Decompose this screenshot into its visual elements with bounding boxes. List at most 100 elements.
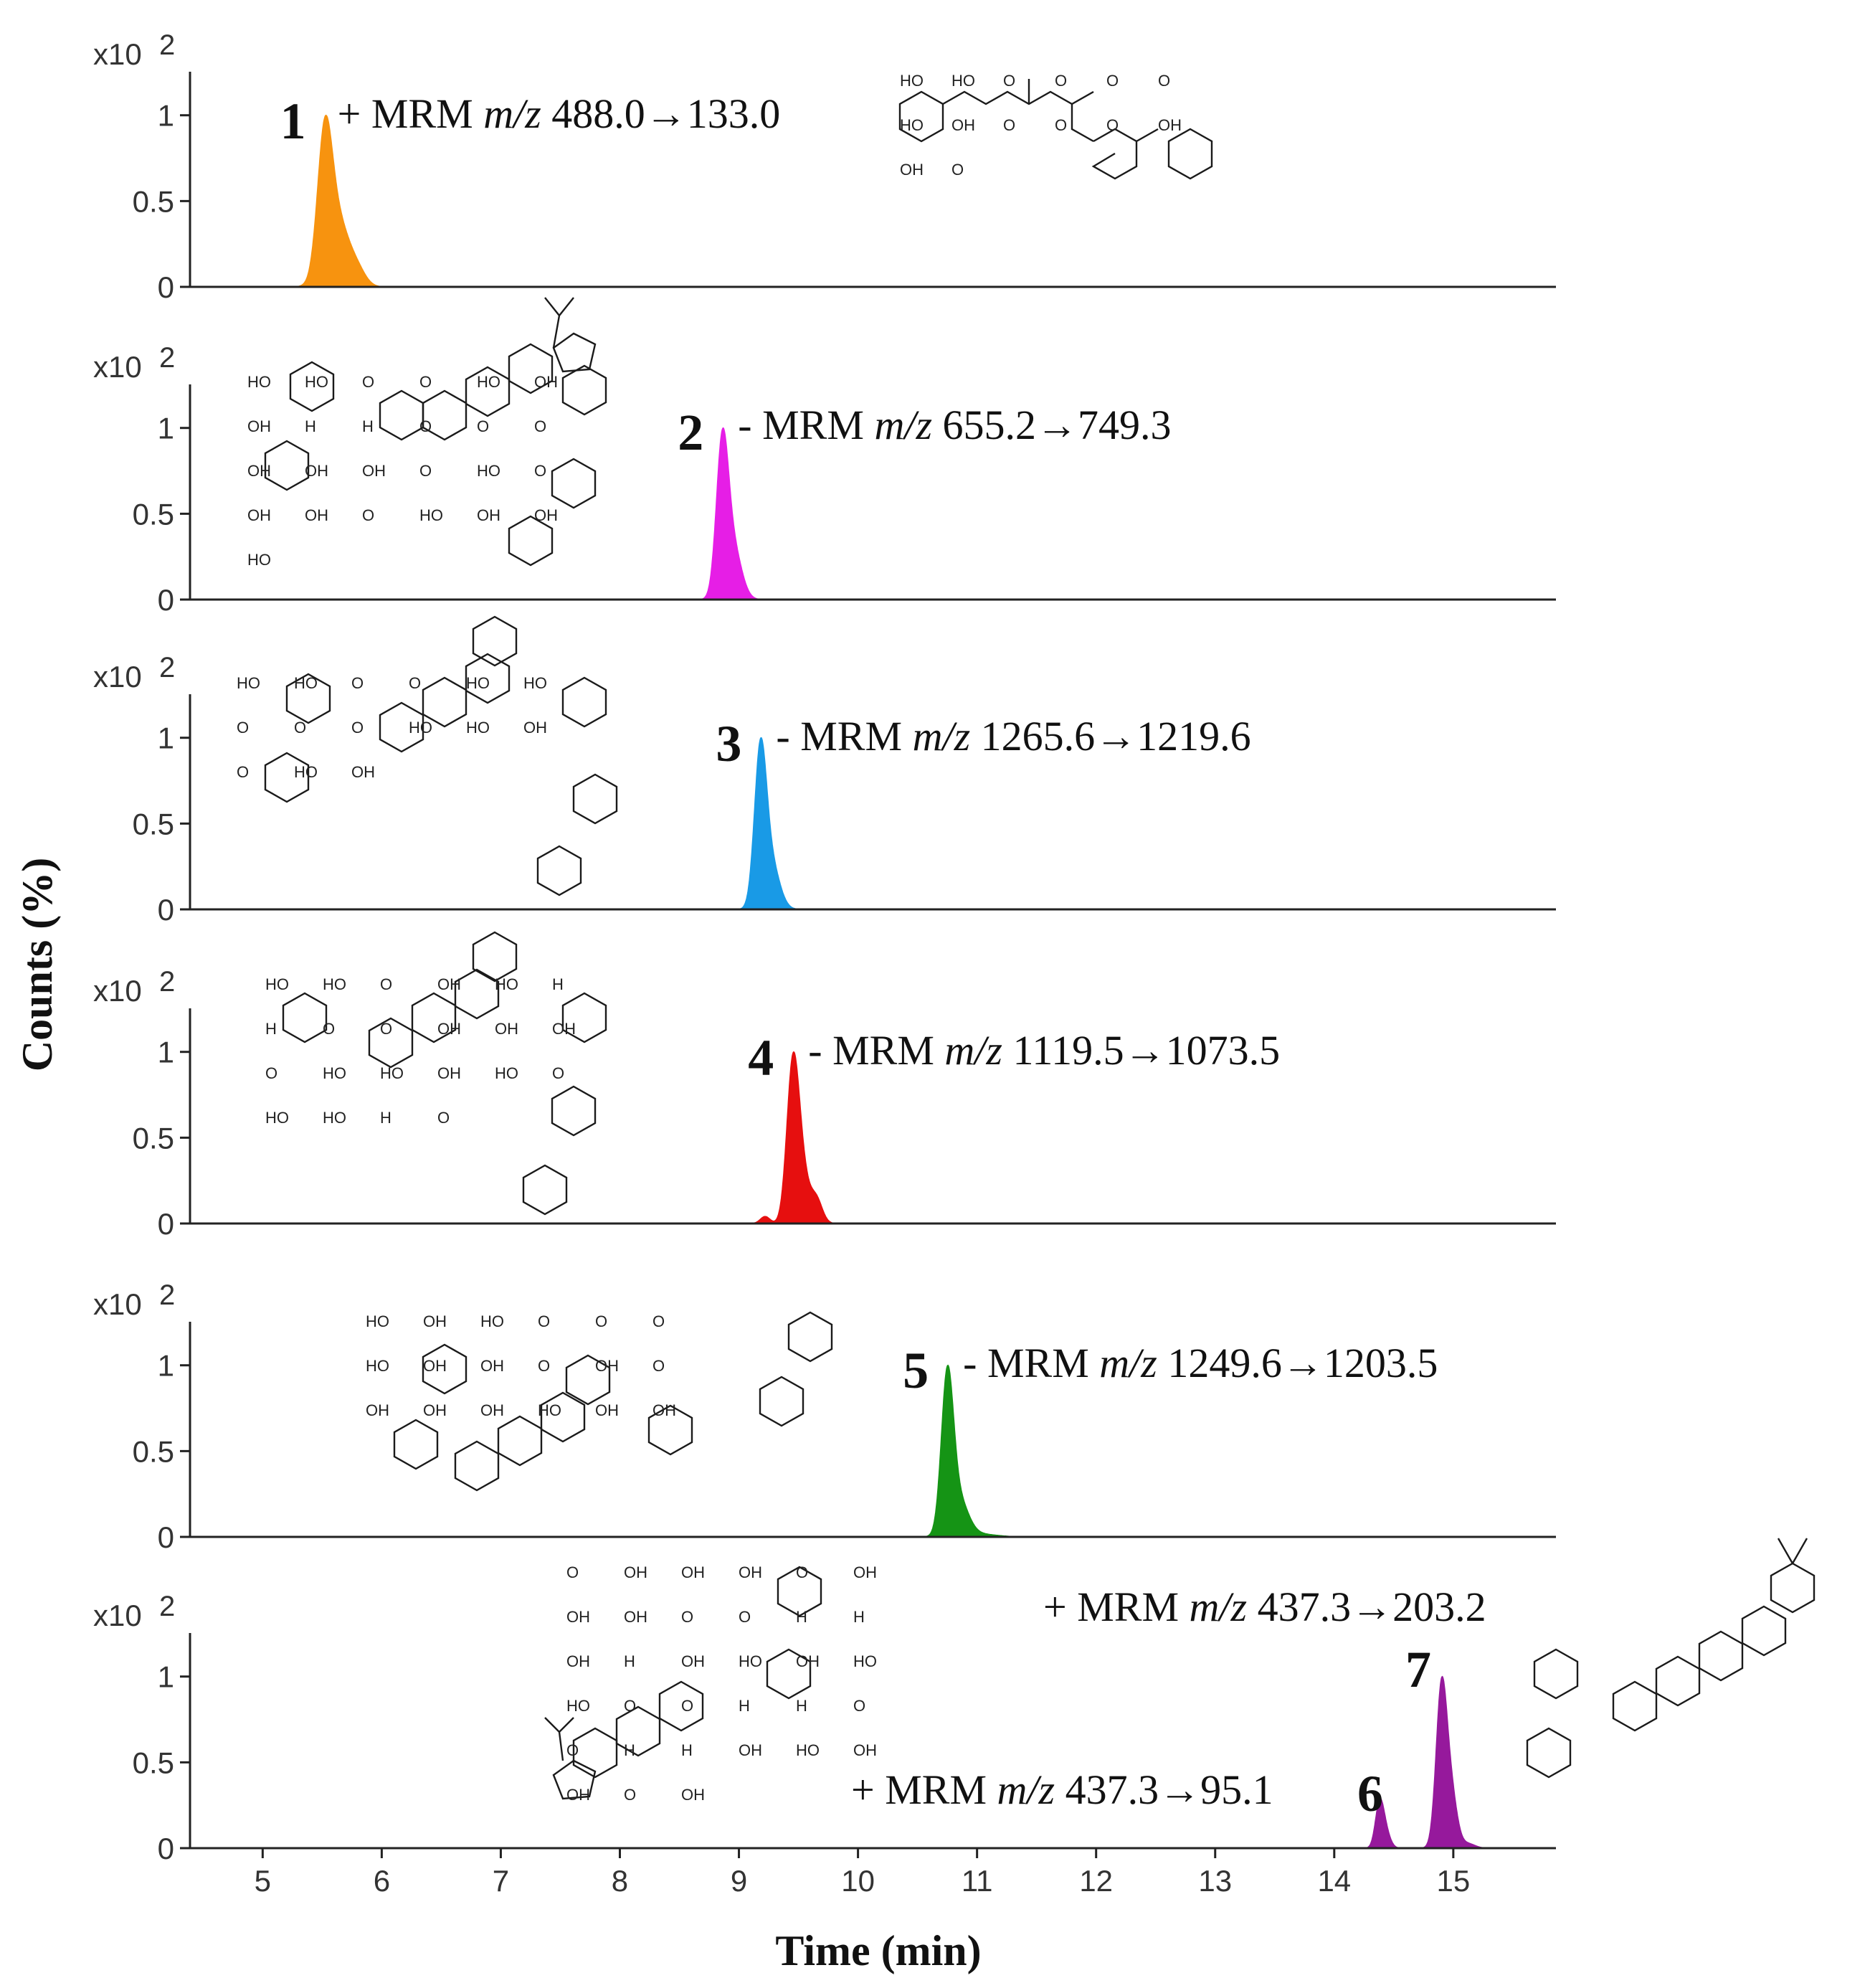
structure-atom-label-1-0: HO bbox=[900, 72, 924, 90]
structure-atom-label-1-9: O bbox=[1055, 116, 1067, 134]
structure-atom-label-3-5: HO bbox=[523, 674, 547, 692]
structure-atom-label-6-27: OH bbox=[739, 1741, 762, 1759]
structure-atom-label-6-31: O bbox=[624, 1786, 636, 1804]
compound-number-2: 2 bbox=[678, 404, 703, 461]
structure-atom-label-1-3: O bbox=[1055, 72, 1067, 90]
y-tick-label-3-0: 0 bbox=[158, 893, 174, 927]
structure-atom-label-2-19: OH bbox=[305, 506, 328, 524]
structure-atom-label-1-1: HO bbox=[951, 72, 975, 90]
structure-atom-label-2-17: O bbox=[534, 462, 546, 480]
y-tick-label-3-2: 1 bbox=[158, 721, 174, 755]
structure-atom-label-4-11: OH bbox=[552, 1020, 576, 1038]
structure-atom-label-2-0: HO bbox=[247, 373, 271, 391]
mrm-mode-4: - MRM bbox=[808, 1027, 944, 1074]
mrm-mode-2: - MRM bbox=[738, 402, 874, 448]
structure-atom-label-4-3: OH bbox=[437, 975, 461, 993]
structure-atom-label-6-29: OH bbox=[853, 1741, 877, 1759]
structure-atom-label-6-20: O bbox=[681, 1697, 693, 1715]
mrm-mode-5: - MRM bbox=[963, 1340, 1099, 1386]
structure-atom-label-1-11: OH bbox=[1158, 116, 1182, 134]
y-tick-label-5-1: 0.5 bbox=[133, 1434, 174, 1468]
structure-atom-label-5-13: OH bbox=[423, 1401, 447, 1419]
structure-atom-label-2-15: O bbox=[419, 462, 432, 480]
structure-atom-label-1-2: O bbox=[1003, 72, 1015, 90]
structure-atom-label-2-2: O bbox=[362, 373, 374, 391]
structure-atom-label-4-10: OH bbox=[495, 1020, 518, 1038]
structure-atom-label-3-13: HO bbox=[294, 763, 318, 781]
structure-atom-label-5-3: O bbox=[538, 1312, 550, 1330]
structure-atom-label-1-6: HO bbox=[900, 116, 924, 134]
series-trace-4 bbox=[746, 1051, 846, 1224]
transition-value-5: 1249.6→1203.5 bbox=[1157, 1340, 1438, 1386]
compound-number-1: 1 bbox=[280, 93, 306, 150]
structure-atom-label-2-11: O bbox=[534, 417, 546, 435]
structure-atom-label-2-24: HO bbox=[247, 551, 271, 569]
structure-atom-label-6-2: OH bbox=[681, 1563, 705, 1581]
structure-atom-label-3-3: O bbox=[409, 674, 421, 692]
compound-number-7: 7 bbox=[1405, 1641, 1431, 1698]
structure-atom-label-2-6: OH bbox=[247, 417, 271, 435]
mrm-mode-7: + MRM bbox=[1043, 1584, 1190, 1630]
mz-label-2: m/z bbox=[874, 402, 932, 448]
scale-exponent-2: 2 bbox=[159, 342, 175, 374]
mrm-mode-3: - MRM bbox=[776, 713, 912, 759]
structure-atom-label-5-8: OH bbox=[480, 1357, 504, 1375]
structure-atom-label-4-15: OH bbox=[437, 1064, 461, 1082]
panel-6: 0 0.5 1 x10 2 7 + MRM m/z 437.3→203.2 6 + MRM m/… bbox=[93, 1563, 1556, 1865]
structure-atom-label-4-16: HO bbox=[495, 1064, 518, 1082]
structure-atom-label-4-4: HO bbox=[495, 975, 518, 993]
structure-atom-label-6-7: OH bbox=[624, 1608, 647, 1626]
structure-atom-label-2-3: O bbox=[419, 373, 432, 391]
mz-label-7: m/z bbox=[1190, 1584, 1248, 1630]
transition-value-6: 437.3→95.1 bbox=[1055, 1766, 1273, 1813]
structure-atom-label-6-22: H bbox=[796, 1697, 807, 1715]
structure-atom-label-2-20: O bbox=[362, 506, 374, 524]
structure-atom-label-4-1: HO bbox=[323, 975, 346, 993]
structure-atom-label-6-19: O bbox=[624, 1697, 636, 1715]
mz-label-4: m/z bbox=[944, 1027, 1002, 1074]
structure-atom-label-2-1: HO bbox=[305, 373, 328, 391]
structure-atom-label-5-16: OH bbox=[595, 1401, 619, 1419]
structure-atom-label-3-10: HO bbox=[466, 719, 490, 737]
structure-7-icon bbox=[1526, 1538, 1816, 1779]
structure-atom-label-6-12: OH bbox=[566, 1652, 590, 1670]
scale-label-3: x10 bbox=[93, 660, 142, 694]
transition-value-3: 1265.6→1219.6 bbox=[970, 713, 1251, 759]
structure-atom-label-6-14: OH bbox=[681, 1652, 705, 1670]
scale-label-2: x10 bbox=[93, 350, 142, 384]
structure-atom-label-1-4: O bbox=[1106, 72, 1119, 90]
scale-label-6: x10 bbox=[93, 1599, 142, 1632]
structure-atom-label-5-9: O bbox=[538, 1357, 550, 1375]
structure-atom-label-2-16: HO bbox=[477, 462, 500, 480]
structure-atom-label-5-17: OH bbox=[652, 1401, 676, 1419]
structure-atom-label-5-0: HO bbox=[366, 1312, 389, 1330]
x-tick-label-0: 5 bbox=[255, 1864, 271, 1898]
structure-6-icon bbox=[544, 1566, 822, 1800]
y-tick-label-5-2: 1 bbox=[158, 1349, 174, 1383]
structure-atom-label-2-13: OH bbox=[305, 462, 328, 480]
scale-label-5: x10 bbox=[93, 1287, 142, 1321]
structure-atom-label-6-6: OH bbox=[566, 1608, 590, 1626]
x-tick-label-5: 10 bbox=[841, 1864, 875, 1898]
mrm-mode-1: + MRM bbox=[338, 90, 484, 137]
structure-atom-label-6-23: O bbox=[853, 1697, 865, 1715]
x-axis-title: Time (min) bbox=[775, 1927, 981, 1974]
scale-exponent-5: 2 bbox=[159, 1279, 175, 1311]
y-tick-label-5-0: 0 bbox=[158, 1520, 174, 1554]
mrm-mode-6: + MRM bbox=[851, 1766, 997, 1813]
structure-atom-label-6-25: H bbox=[624, 1741, 635, 1759]
structure-atom-label-4-18: HO bbox=[265, 1109, 289, 1127]
structure-5-icon bbox=[393, 1311, 833, 1492]
structure-3-icon bbox=[264, 615, 618, 896]
y-tick-label-4-1: 0.5 bbox=[133, 1121, 174, 1155]
structure-atom-label-6-9: O bbox=[739, 1608, 751, 1626]
structure-atom-label-5-1: OH bbox=[423, 1312, 447, 1330]
y-tick-label-6-0: 0 bbox=[158, 1832, 174, 1865]
scale-label-1: x10 bbox=[93, 37, 142, 71]
x-tick-label-1: 6 bbox=[374, 1864, 390, 1898]
structure-atom-label-6-28: HO bbox=[796, 1741, 820, 1759]
structure-atom-label-4-20: H bbox=[380, 1109, 391, 1127]
